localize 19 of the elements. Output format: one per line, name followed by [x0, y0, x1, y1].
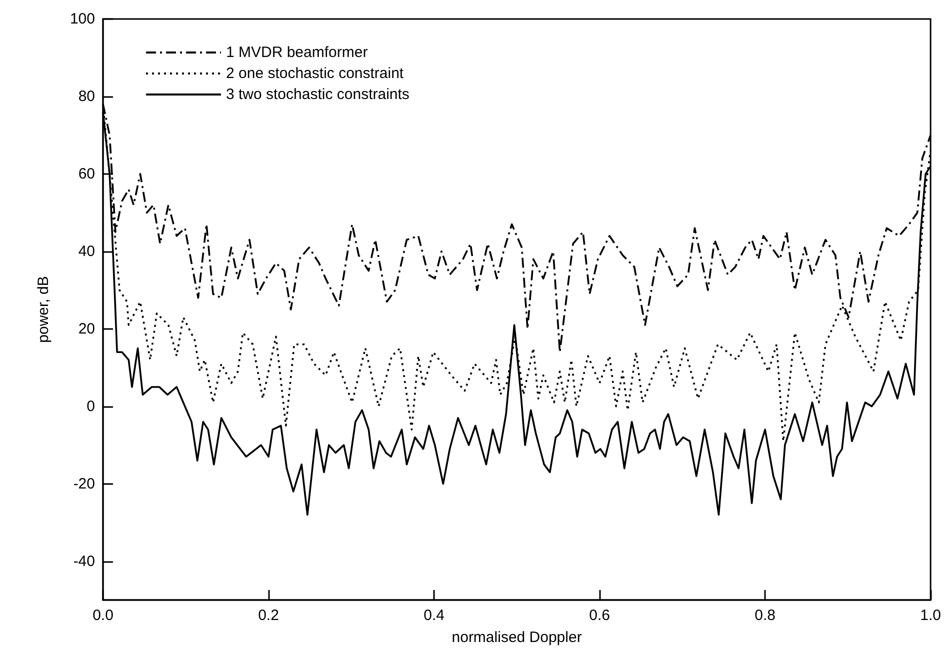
x-tick-label: 0.0: [92, 607, 114, 624]
x-axis-title: normalised Doppler: [452, 629, 582, 646]
x-tick-label: 0.4: [424, 607, 444, 624]
y-axis-title: power, dB: [35, 276, 52, 343]
y-tick-label: 20: [78, 320, 95, 338]
legend-label: 2 one stochastic constraint: [226, 65, 404, 82]
x-tick-label: 0.8: [754, 607, 776, 624]
y-tick-label: 40: [78, 242, 95, 260]
y-tick-label: -40: [73, 552, 95, 570]
y-tick-label: -20: [73, 475, 95, 492]
x-tick-label: 0.2: [258, 607, 279, 624]
y-tick-label: 100: [70, 10, 95, 28]
legend-label: 1 MVDR beamformer: [226, 44, 368, 61]
y-tick-label: 0: [86, 398, 95, 415]
x-tick-label: 0.6: [589, 607, 610, 624]
y-tick-label: 80: [78, 88, 95, 105]
y-tick-label: 60: [78, 165, 95, 182]
legend-label: 3 two stochastic constraints: [226, 86, 410, 103]
x-tick-label: 1.0: [920, 607, 942, 624]
